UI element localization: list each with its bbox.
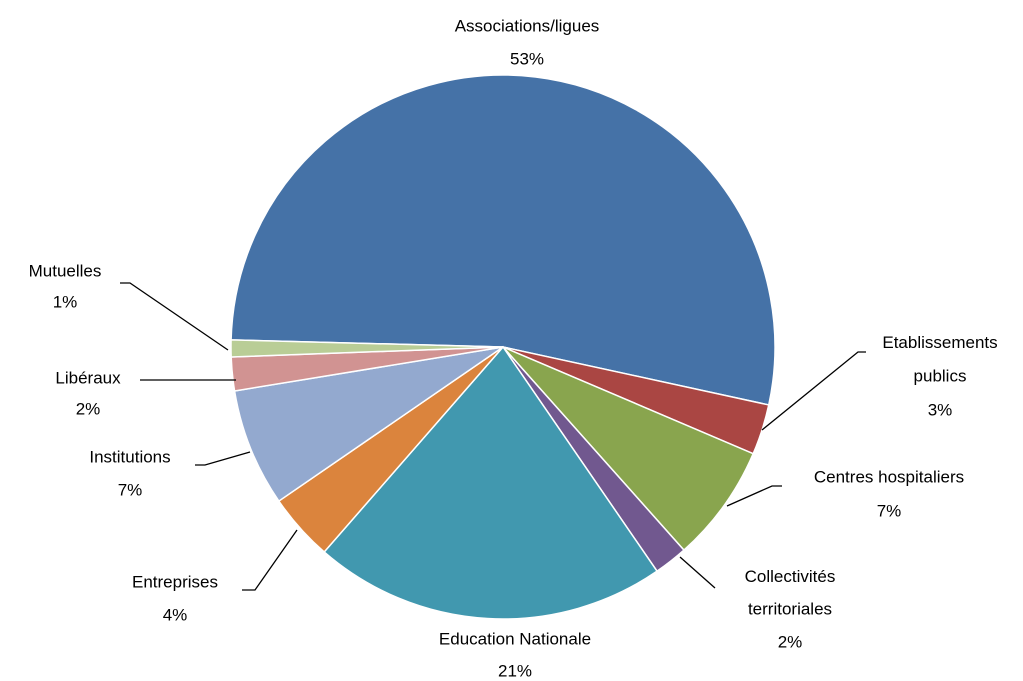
label-line: publics — [914, 367, 967, 386]
slice-value-label: 7% — [877, 501, 902, 520]
slice-label: Collectivités territoriales — [745, 567, 836, 619]
slice-value-label: 7% — [118, 480, 143, 499]
slice-value-label: 2% — [778, 632, 803, 651]
pie-slice — [323, 345, 659, 620]
slice-value-label: 4% — [163, 605, 188, 624]
label-line: Etablissements — [882, 333, 997, 352]
slice-label: Entreprises — [132, 572, 218, 591]
pie-slice — [502, 346, 755, 552]
leader-line — [242, 529, 298, 591]
pie-slice — [233, 346, 504, 503]
slice-label: Centres hospitaliers — [814, 467, 964, 486]
slice-label: Mutuelles — [29, 261, 102, 280]
leader-line — [761, 351, 866, 431]
leader-line — [120, 282, 229, 351]
pie-slice — [230, 339, 504, 358]
leader-line — [726, 485, 782, 507]
slice-value-label: 2% — [76, 399, 101, 418]
slice-label: Etablissements publics — [882, 333, 997, 386]
slice-value-label: 53% — [510, 49, 544, 68]
label-line: territoriales — [748, 600, 832, 619]
slice-label: Libéraux — [55, 368, 121, 387]
slice-value-label: 3% — [928, 400, 953, 419]
label-line: Collectivités — [745, 567, 836, 586]
slice-value-label: 21% — [498, 661, 532, 680]
leader-line — [195, 451, 251, 466]
slice-label: Institutions — [89, 447, 170, 466]
pie-slice — [230, 74, 776, 406]
slice-label: Education Nationale — [439, 629, 591, 648]
leader-line — [679, 556, 716, 589]
slice-value-label: 1% — [53, 292, 78, 311]
slice-label: Associations/ligues — [455, 16, 600, 35]
